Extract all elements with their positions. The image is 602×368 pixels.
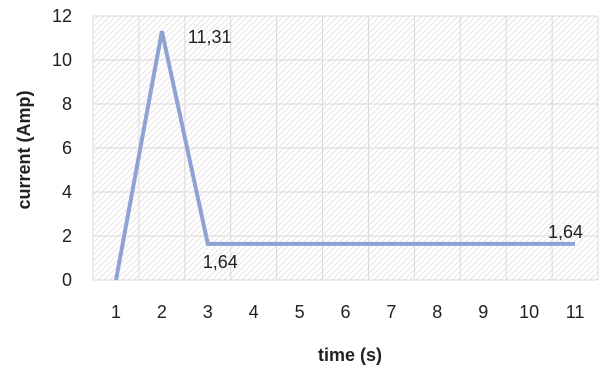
x-tick-label: 9	[478, 302, 488, 322]
x-tick-label: 10	[519, 302, 539, 322]
data-label: 11,31	[188, 27, 232, 47]
y-tick-label: 4	[62, 182, 72, 202]
x-axis-title: time (s)	[318, 345, 382, 365]
series-line	[114, 30, 575, 281]
x-axis-ticks: 1 2 3 4 5 6 7 8 9 10 11	[111, 302, 584, 322]
y-tick-label: 0	[62, 270, 72, 290]
x-tick-label: 6	[340, 302, 350, 322]
x-tick-label: 5	[295, 302, 305, 322]
x-tick-label: 7	[386, 302, 396, 322]
data-labels: 11,31 1,64 1,64	[188, 27, 583, 272]
x-tick-label: 8	[432, 302, 442, 322]
y-tick-label: 10	[52, 50, 72, 70]
x-tick-label: 1	[111, 302, 121, 322]
y-tick-label: 8	[62, 94, 72, 114]
y-tick-label: 2	[62, 226, 72, 246]
x-tick-label: 2	[157, 302, 167, 322]
x-tick-label: 3	[203, 302, 213, 322]
x-tick-label: 4	[249, 302, 259, 322]
data-label: 1,64	[203, 252, 238, 272]
series-layer	[114, 30, 575, 281]
y-axis-title: current (Amp)	[14, 90, 34, 209]
y-axis-ticks: 0 2 4 6 8 10 12	[52, 6, 72, 290]
y-tick-label: 12	[52, 6, 72, 26]
y-tick-label: 6	[62, 138, 72, 158]
data-label: 1,64	[548, 222, 583, 242]
x-tick-label: 11	[566, 302, 585, 322]
gridlines	[92, 15, 599, 281]
